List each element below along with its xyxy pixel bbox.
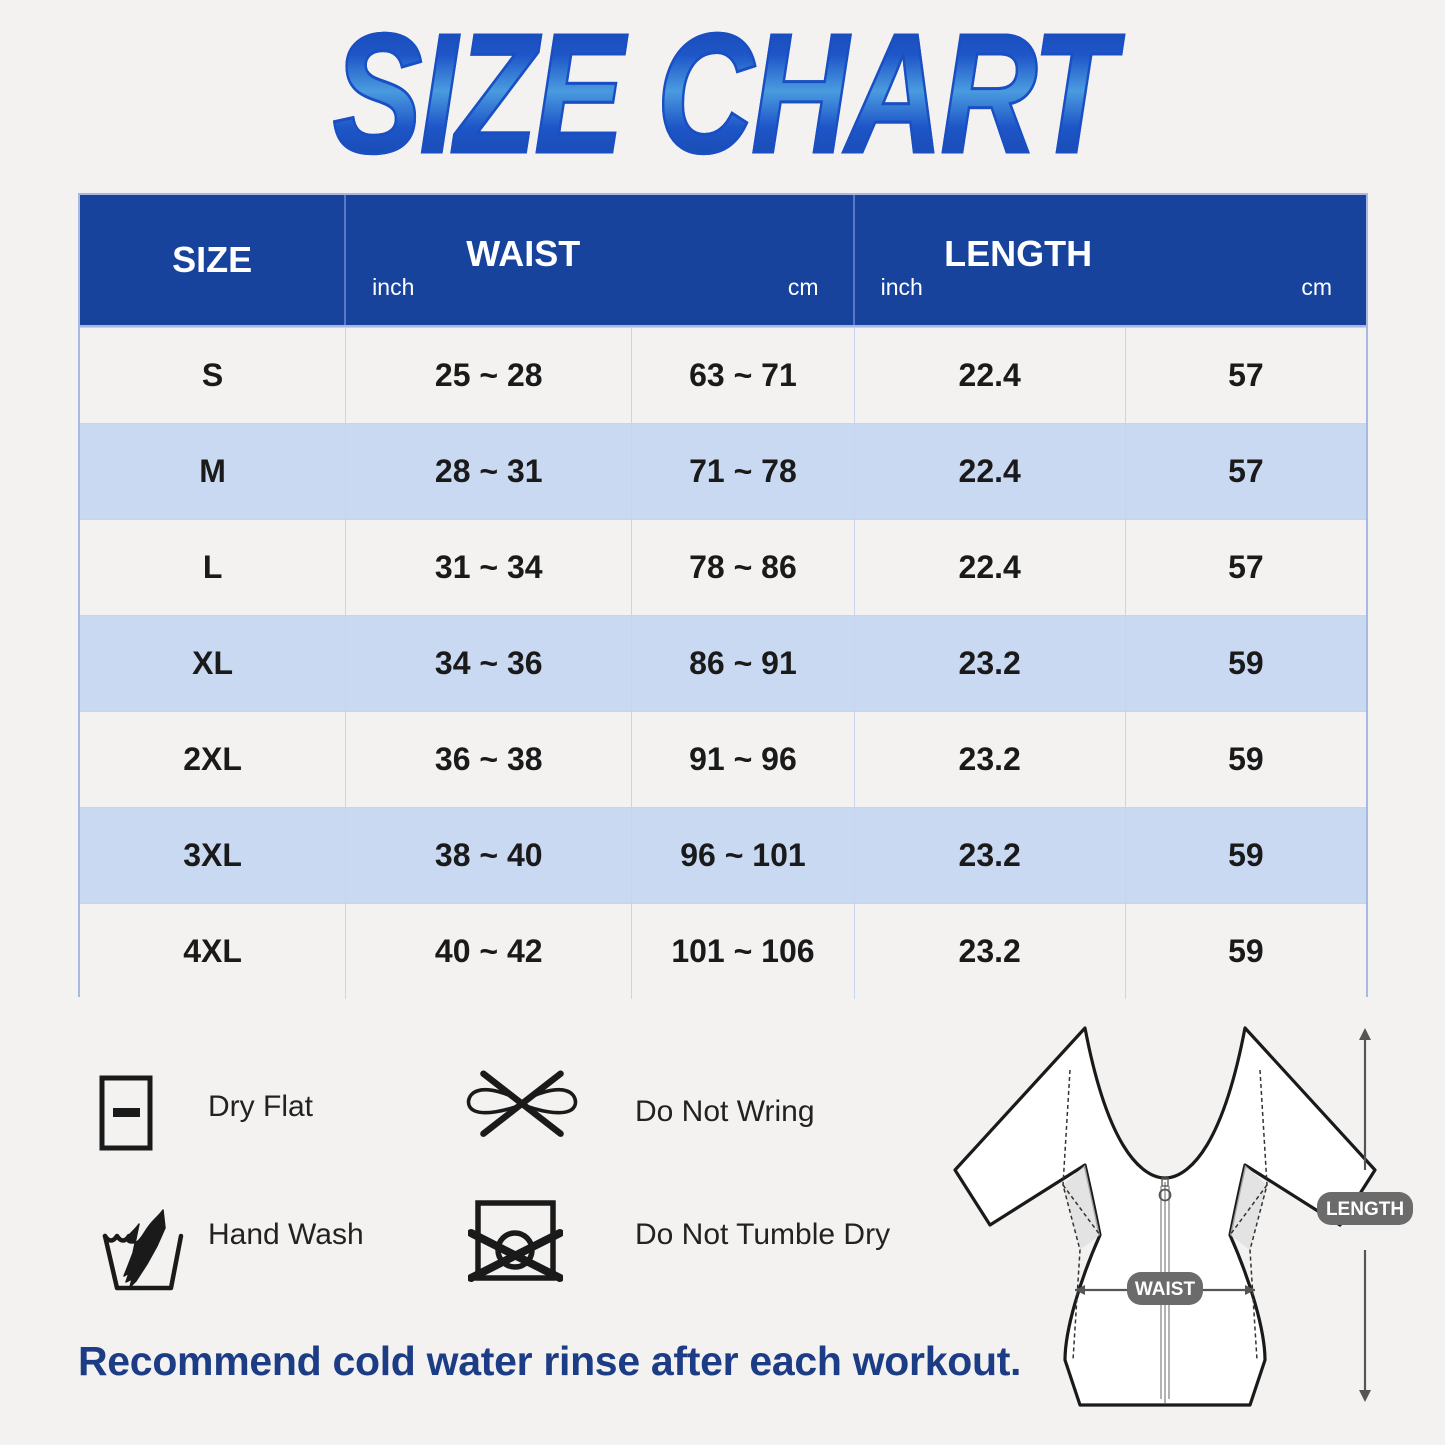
svg-text:WAIST: WAIST [1135, 1279, 1196, 1300]
svg-text:LENGTH: LENGTH [1326, 1199, 1404, 1220]
